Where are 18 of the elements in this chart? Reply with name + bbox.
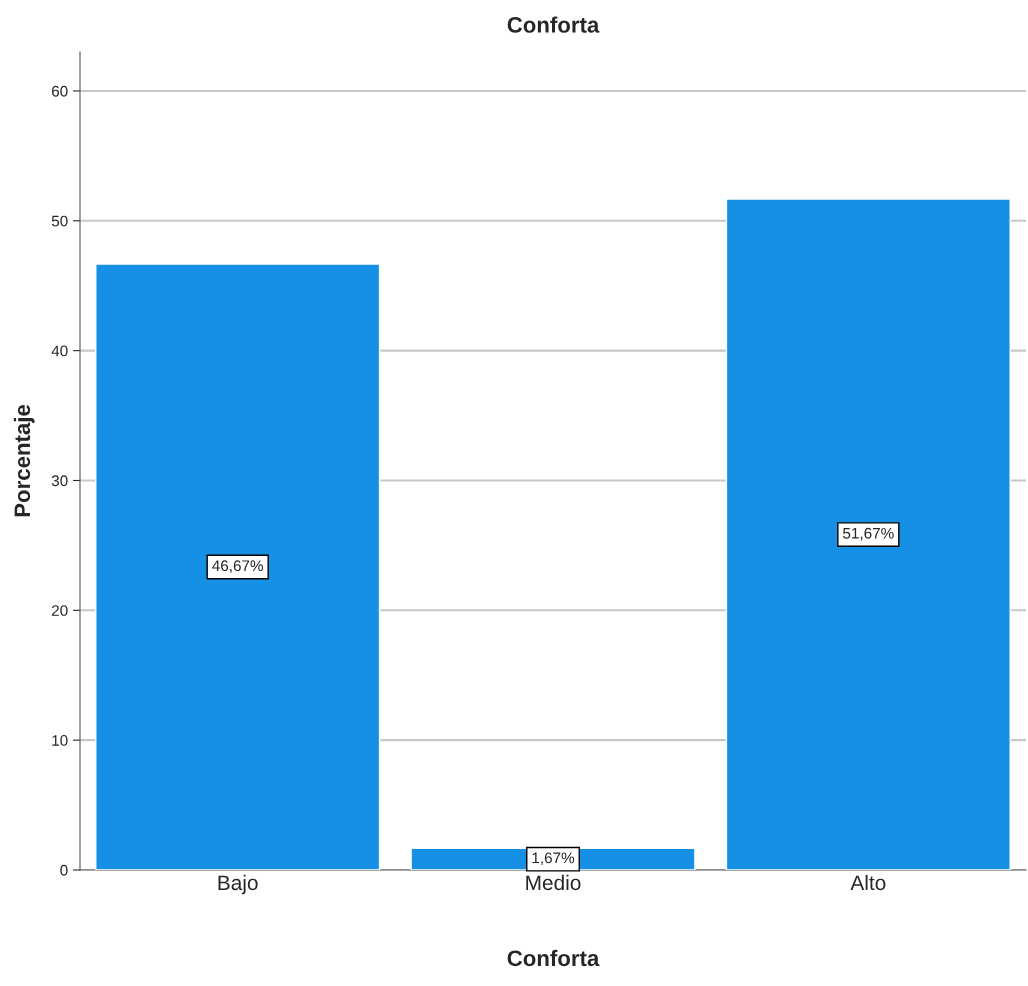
x-tick-label: Alto xyxy=(850,874,886,891)
x-tick-label: Bajo xyxy=(218,874,258,895)
x-axis-title: Conforta xyxy=(507,949,600,967)
x-tick-label: Medio xyxy=(526,874,581,891)
chart-title: Conforta xyxy=(507,16,600,33)
y-tick-label: 30 xyxy=(51,475,68,487)
y-axis-title: Porcentaje xyxy=(13,404,35,517)
bar xyxy=(95,263,381,870)
y-tick-label: 0 xyxy=(60,864,68,876)
y-tick-label: 60 xyxy=(51,85,68,97)
data-label: 51,67% xyxy=(843,527,894,541)
y-tick-label: 20 xyxy=(51,605,68,616)
data-label: 1,67% xyxy=(532,852,575,866)
y-tick-label: 50 xyxy=(51,215,68,227)
y-tick-label: 10 xyxy=(52,735,68,746)
data-label: 46,67% xyxy=(212,560,264,573)
y-tick-label: 40 xyxy=(51,345,68,357)
bar xyxy=(725,198,1011,870)
